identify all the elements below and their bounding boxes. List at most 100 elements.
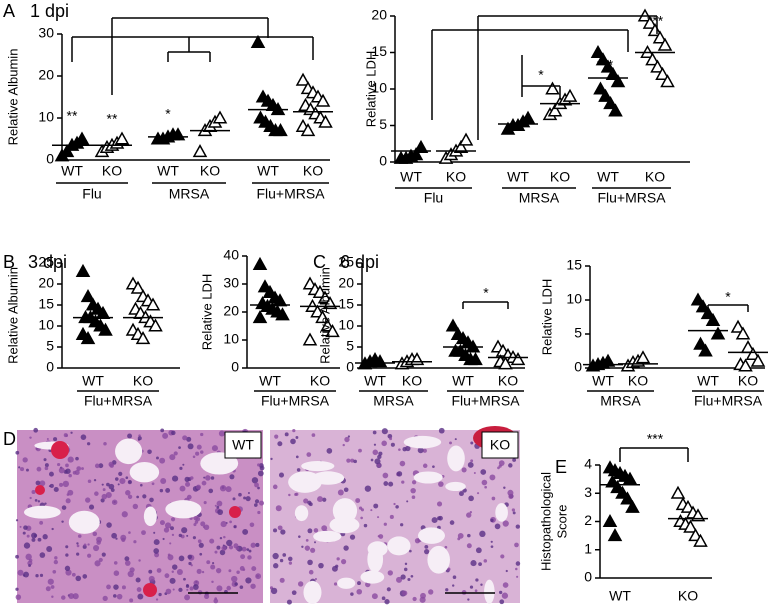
cell bbox=[370, 509, 373, 512]
cell bbox=[162, 432, 169, 439]
cell bbox=[19, 525, 22, 528]
cell bbox=[498, 464, 502, 468]
cell bbox=[178, 587, 183, 593]
panel-letter: A bbox=[3, 1, 15, 21]
cell bbox=[424, 544, 429, 549]
data-point bbox=[705, 312, 721, 326]
cell bbox=[164, 522, 172, 529]
cell bbox=[250, 542, 256, 548]
cell bbox=[39, 520, 44, 525]
y-tick-label: 0 bbox=[584, 569, 592, 585]
cell bbox=[467, 598, 470, 601]
cell bbox=[473, 471, 476, 474]
cell bbox=[229, 474, 235, 480]
group-label: Flu bbox=[82, 186, 101, 202]
cell bbox=[105, 492, 112, 499]
cell bbox=[273, 528, 278, 533]
cell bbox=[321, 525, 328, 532]
cell bbox=[231, 575, 238, 583]
cell bbox=[270, 587, 278, 595]
cell bbox=[93, 478, 97, 482]
cell bbox=[245, 496, 251, 502]
cell bbox=[49, 483, 54, 488]
cell bbox=[505, 569, 508, 573]
y-axis-label: Relative LDH bbox=[363, 51, 378, 128]
cell bbox=[326, 448, 333, 454]
histology-images: WT KO bbox=[15, 426, 521, 605]
image-label: WT bbox=[232, 437, 254, 453]
cell bbox=[98, 557, 103, 562]
cell bbox=[83, 543, 87, 547]
airspace bbox=[427, 545, 450, 574]
cell bbox=[108, 461, 114, 467]
cell bbox=[169, 542, 172, 545]
cell bbox=[76, 466, 82, 471]
cell bbox=[384, 599, 390, 605]
y-tick-label: 10 bbox=[566, 291, 582, 307]
cell bbox=[225, 486, 232, 493]
data-point bbox=[252, 256, 268, 270]
cell bbox=[42, 534, 48, 540]
cell bbox=[59, 482, 64, 487]
data-point bbox=[608, 103, 623, 117]
cell bbox=[88, 504, 95, 510]
cell bbox=[467, 462, 474, 468]
cell bbox=[402, 590, 408, 596]
x-tick-label: WT bbox=[82, 373, 104, 389]
cell bbox=[62, 480, 70, 488]
cell bbox=[337, 489, 344, 496]
cell bbox=[476, 492, 480, 495]
y-tick-label: 4 bbox=[584, 456, 592, 472]
cell bbox=[381, 440, 387, 447]
airspace bbox=[129, 461, 160, 483]
cell bbox=[400, 574, 406, 580]
cell bbox=[452, 584, 455, 587]
cell bbox=[65, 498, 71, 504]
cell bbox=[61, 505, 67, 510]
cell bbox=[479, 530, 486, 538]
data-point bbox=[598, 88, 613, 102]
cell bbox=[70, 431, 73, 434]
cell bbox=[182, 435, 188, 441]
group-label: Flu+MRSA bbox=[256, 186, 325, 202]
data-point bbox=[693, 533, 708, 547]
cell bbox=[171, 533, 175, 537]
cell bbox=[63, 469, 68, 474]
panel-letter: C bbox=[313, 252, 326, 272]
cell bbox=[61, 595, 66, 600]
cell bbox=[29, 496, 32, 500]
cell bbox=[67, 489, 74, 496]
cell bbox=[159, 520, 165, 526]
cell bbox=[118, 471, 123, 476]
cell bbox=[117, 483, 120, 486]
x-tick-label: KO bbox=[310, 373, 330, 389]
cell bbox=[119, 477, 126, 485]
cell bbox=[201, 570, 205, 574]
cell bbox=[17, 569, 24, 576]
x-tick-label: KO bbox=[645, 169, 665, 185]
cell bbox=[45, 586, 51, 592]
cell bbox=[167, 553, 171, 557]
cell bbox=[86, 442, 91, 446]
x-tick-label: WT bbox=[507, 169, 529, 185]
cell bbox=[200, 432, 204, 437]
airspace bbox=[301, 460, 335, 472]
cell bbox=[292, 428, 296, 433]
y-tick-label: 3 bbox=[584, 484, 592, 500]
cell bbox=[216, 545, 221, 550]
cell bbox=[360, 516, 363, 520]
cell bbox=[199, 552, 203, 556]
cell bbox=[31, 489, 36, 495]
cell bbox=[65, 545, 69, 549]
cell bbox=[373, 503, 379, 509]
cell bbox=[234, 582, 238, 586]
rbc-patch bbox=[229, 506, 241, 518]
cell bbox=[23, 525, 28, 530]
data-point bbox=[59, 144, 75, 158]
cell bbox=[171, 570, 174, 573]
cell bbox=[53, 437, 58, 442]
cell bbox=[106, 584, 111, 590]
data-point bbox=[192, 144, 208, 158]
cell bbox=[179, 466, 183, 470]
y-tick-label: 2 bbox=[584, 512, 592, 528]
